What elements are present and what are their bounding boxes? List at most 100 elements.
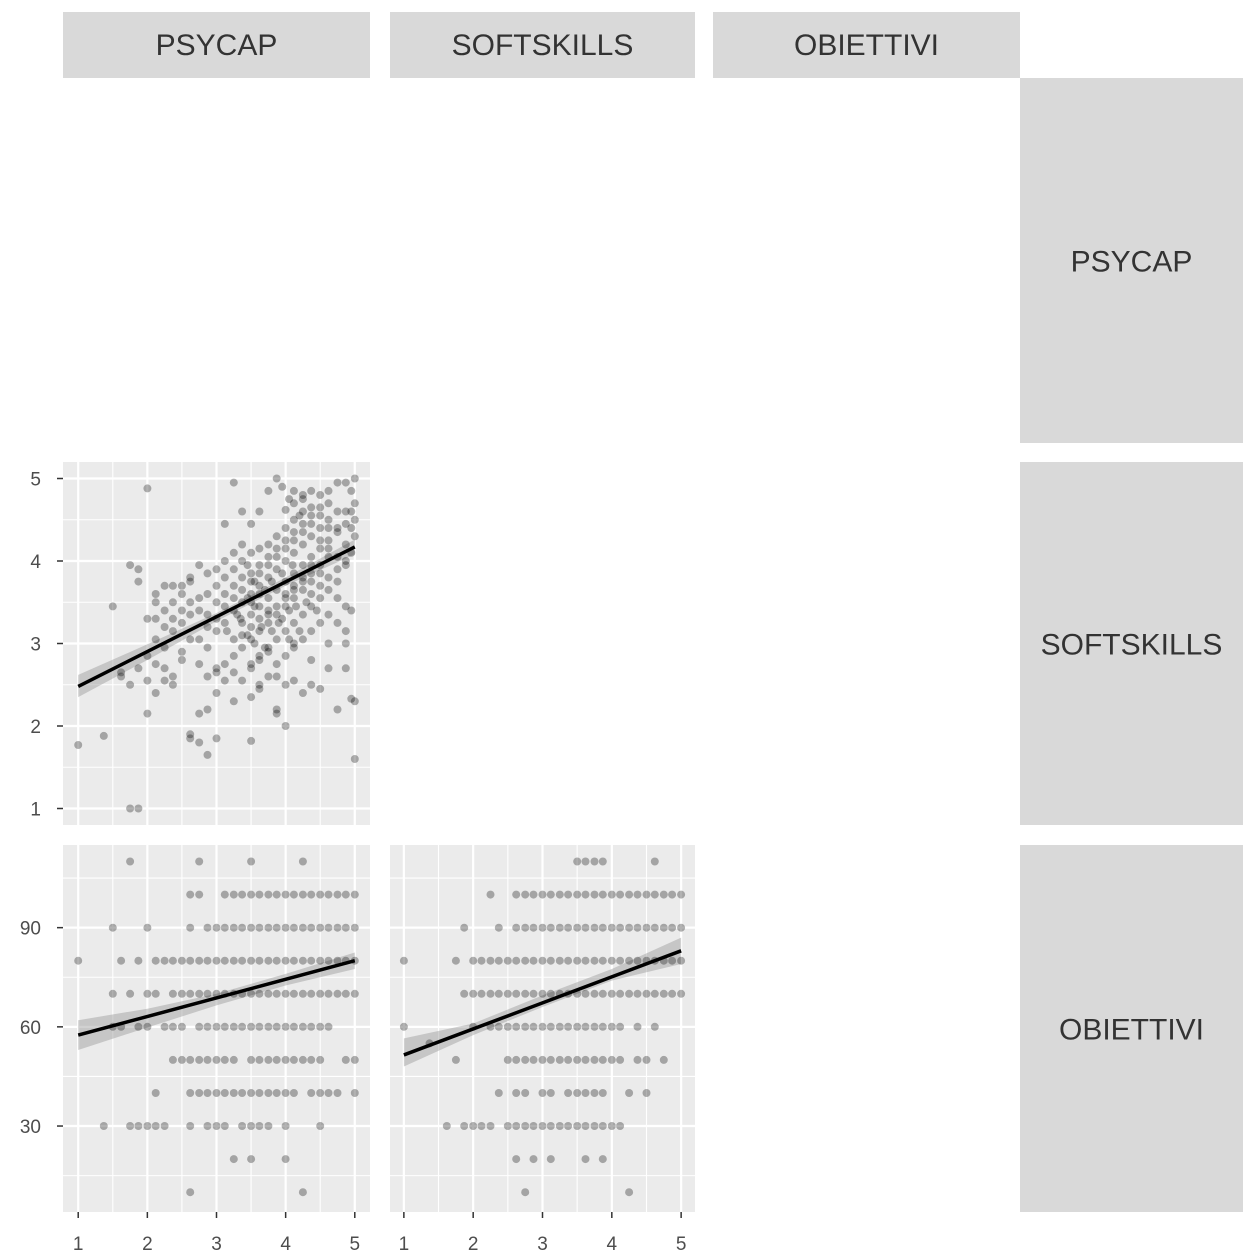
- data-point: [307, 923, 316, 932]
- data-point: [281, 722, 290, 730]
- data-point: [324, 664, 333, 673]
- data-point: [442, 1122, 451, 1130]
- data-point: [134, 804, 143, 813]
- data-point: [229, 478, 238, 487]
- data-point: [316, 923, 325, 932]
- data-point: [564, 890, 573, 899]
- data-point: [512, 923, 521, 932]
- data-point: [195, 1055, 204, 1064]
- y-tick-label: 60: [20, 1018, 41, 1039]
- data-point: [255, 602, 264, 611]
- data-point: [264, 1055, 273, 1064]
- data-point: [307, 989, 316, 998]
- data-point: [316, 989, 325, 998]
- data-point: [521, 956, 530, 965]
- data-point: [160, 1022, 169, 1031]
- data-point: [264, 606, 273, 615]
- data-point: [212, 956, 221, 965]
- data-point: [289, 956, 298, 965]
- data-point: [203, 569, 212, 578]
- data-point: [281, 923, 290, 932]
- data-point: [264, 890, 273, 899]
- data-point: [272, 635, 281, 644]
- data-point: [486, 890, 495, 899]
- data-point: [607, 989, 616, 998]
- data-point: [272, 989, 281, 998]
- y-tick-label: 2: [30, 717, 41, 738]
- data-point: [247, 890, 256, 899]
- data-point: [288, 561, 297, 570]
- data-point: [272, 602, 281, 611]
- data-point: [350, 532, 359, 541]
- data-point: [247, 569, 256, 578]
- column-strip-label-psycap: PSYCAP: [156, 29, 278, 62]
- data-point: [650, 1022, 659, 1031]
- data-point: [143, 1122, 152, 1130]
- data-point: [203, 956, 212, 965]
- data-point: [289, 989, 298, 998]
- data-point: [229, 697, 238, 706]
- data-point: [212, 1055, 221, 1064]
- data-point: [238, 643, 247, 652]
- data-point: [285, 495, 294, 504]
- data-point: [151, 598, 160, 607]
- data-point: [255, 890, 264, 899]
- data-point: [272, 660, 281, 669]
- data-point: [117, 956, 126, 965]
- data-point: [272, 890, 281, 899]
- data-point: [307, 890, 316, 899]
- column-strip-obiettivi: [713, 12, 1020, 78]
- data-point: [650, 857, 659, 866]
- data-point: [212, 664, 221, 673]
- data-point: [212, 1089, 221, 1097]
- data-point: [316, 511, 325, 520]
- data-point: [494, 956, 503, 965]
- data-point: [186, 1089, 195, 1097]
- data-point: [272, 552, 281, 561]
- data-point: [302, 598, 311, 607]
- x-tick-label: 2: [142, 1234, 153, 1255]
- data-point: [350, 923, 359, 932]
- data-point: [298, 1055, 307, 1064]
- data-point: [341, 664, 350, 673]
- data-point: [177, 956, 186, 965]
- data-point: [255, 651, 264, 660]
- data-point: [512, 1055, 521, 1064]
- data-point: [529, 1055, 538, 1064]
- y-tick-label: 1: [30, 800, 41, 821]
- data-point: [255, 1022, 264, 1031]
- data-point: [668, 989, 677, 998]
- data-point: [203, 705, 212, 714]
- data-point: [590, 1089, 599, 1097]
- data-point: [274, 618, 283, 627]
- data-point: [247, 635, 256, 644]
- data-point: [203, 989, 212, 998]
- data-point: [281, 505, 290, 514]
- data-point: [316, 890, 325, 899]
- data-point: [281, 524, 290, 532]
- data-point: [350, 989, 359, 998]
- data-point: [677, 923, 686, 932]
- data-point: [126, 804, 135, 813]
- data-point: [195, 635, 204, 644]
- data-point: [212, 565, 221, 574]
- data-point: [203, 610, 212, 619]
- data-point: [255, 956, 264, 965]
- data-point: [229, 1022, 238, 1031]
- data-point: [546, 989, 555, 998]
- data-point: [324, 890, 333, 899]
- data-point: [281, 602, 290, 611]
- data-point: [341, 561, 350, 570]
- data-point: [255, 1089, 264, 1097]
- data-point: [126, 561, 135, 570]
- data-point: [281, 627, 290, 636]
- data-point: [177, 1022, 186, 1031]
- data-point: [272, 709, 281, 718]
- data-point: [573, 956, 582, 965]
- data-point: [324, 610, 333, 619]
- data-point: [143, 709, 152, 718]
- data-point: [460, 1122, 469, 1130]
- data-point: [160, 676, 169, 685]
- data-point: [538, 923, 547, 932]
- data-point: [316, 1122, 325, 1130]
